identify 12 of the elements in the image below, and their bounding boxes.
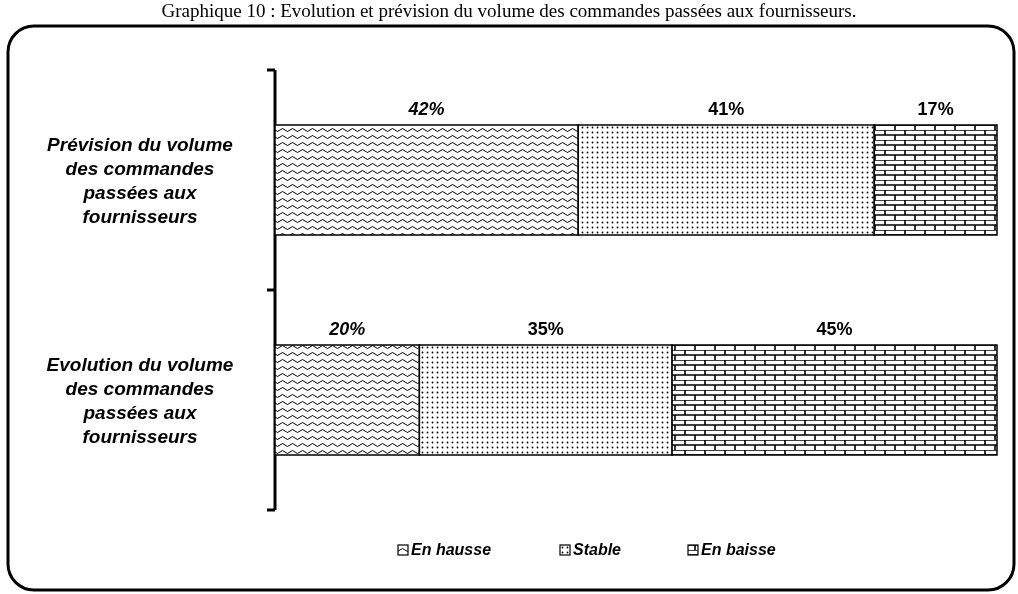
y-tick-label: Prévision du volume des commandes passées aux fournisseurs <box>47 134 234 227</box>
legend-label: En hausse <box>411 541 492 558</box>
data-label: 17% <box>917 99 954 119</box>
data-label: 42% <box>407 99 445 119</box>
data-label: 35% <box>527 319 564 339</box>
data-label: 45% <box>816 319 853 339</box>
data-label: 20% <box>328 319 366 339</box>
y-tick-label: Evolution du volume des commandes passées aux fournisseurs <box>46 354 234 447</box>
legend-label: Stable <box>573 541 622 558</box>
chart-title: Graphique 10 : Evolution et prévision du volume des commandes passées aux fournisseurs. <box>161 0 857 21</box>
data-label: 41% <box>708 99 745 119</box>
legend-label: En baisse <box>701 541 776 558</box>
